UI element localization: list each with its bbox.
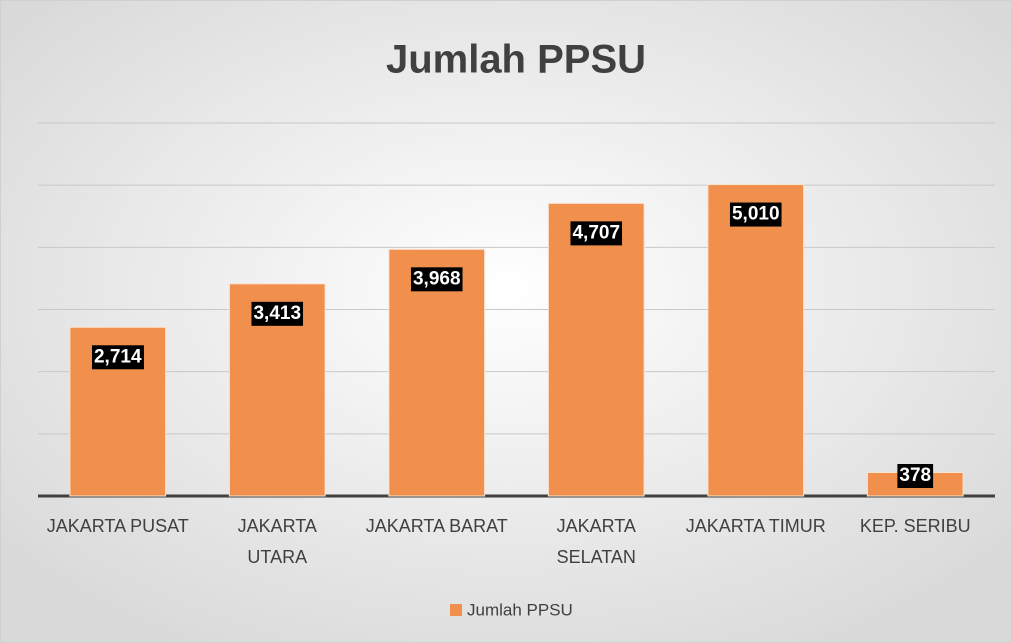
data-label: 3,968 bbox=[413, 268, 461, 289]
bar bbox=[707, 184, 805, 497]
x-tick-label: JAKARTA SELATAN bbox=[557, 516, 636, 567]
data-label-background bbox=[897, 464, 934, 488]
x-tick-label: JAKARTA PUSAT bbox=[47, 516, 189, 536]
chart-title: Jumlah PPSU bbox=[386, 38, 646, 82]
data-label: 4,707 bbox=[572, 222, 620, 243]
data-label-background bbox=[91, 345, 144, 370]
data-label-background bbox=[410, 267, 463, 292]
legend-swatch bbox=[450, 604, 462, 616]
bar bbox=[547, 202, 645, 497]
data-label-background bbox=[251, 301, 304, 326]
data-label-background bbox=[570, 221, 623, 246]
data-label: 378 bbox=[899, 465, 931, 486]
bar bbox=[228, 283, 326, 497]
data-label: 2,714 bbox=[94, 346, 142, 367]
x-tick-label: JAKARTA BARAT bbox=[366, 516, 508, 536]
data-label: 5,010 bbox=[732, 204, 780, 225]
data-label-background bbox=[729, 202, 782, 227]
x-tick-label: JAKARTA TIMUR bbox=[686, 516, 826, 536]
x-tick-label: JAKARTA UTARA bbox=[238, 516, 317, 567]
x-tick-label: KEP. SERIBU bbox=[860, 516, 971, 536]
data-label: 3,413 bbox=[253, 303, 301, 324]
legend-label: Jumlah PPSU bbox=[467, 600, 573, 619]
